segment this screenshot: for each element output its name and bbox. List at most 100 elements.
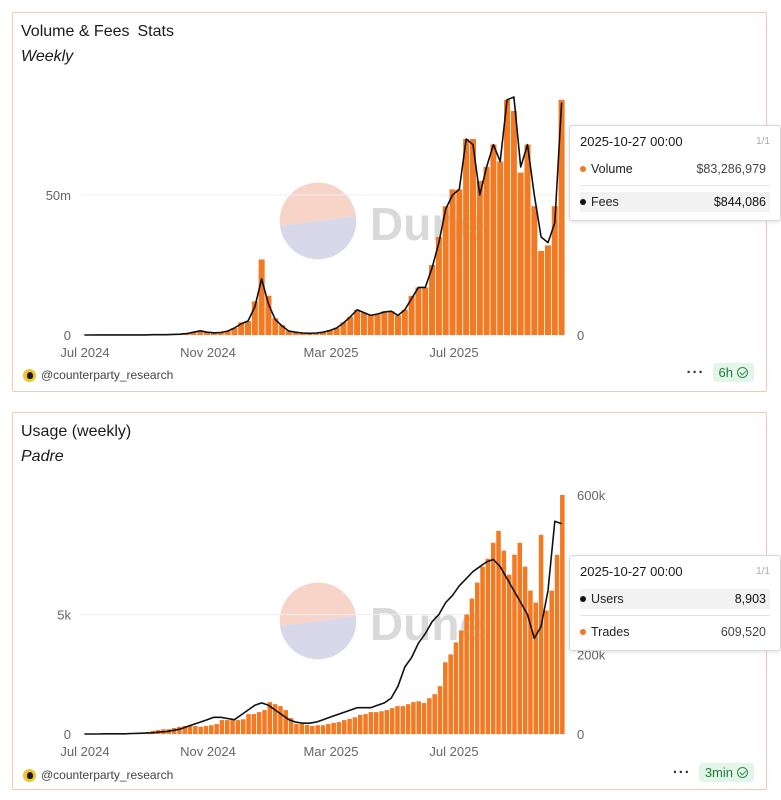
bar[interactable] (464, 614, 469, 735)
bar[interactable] (319, 332, 327, 335)
bar[interactable] (245, 321, 252, 335)
bar[interactable] (251, 301, 258, 335)
bar[interactable] (531, 206, 538, 335)
bar[interactable] (209, 725, 214, 734)
bar[interactable] (333, 327, 340, 335)
bar[interactable] (443, 662, 448, 734)
bar[interactable] (538, 251, 545, 335)
bar[interactable] (342, 720, 347, 734)
bar[interactable] (367, 315, 374, 335)
bar[interactable] (551, 206, 558, 335)
bar[interactable] (501, 550, 507, 734)
author-credit[interactable]: @counterparty_research (23, 768, 173, 782)
bar[interactable] (368, 712, 374, 734)
bar[interactable] (313, 333, 320, 335)
bar[interactable] (496, 530, 501, 734)
bar[interactable] (483, 167, 490, 335)
bar[interactable] (187, 725, 193, 734)
author-handle[interactable]: @counterparty_research (41, 368, 174, 382)
bar[interactable] (476, 181, 483, 335)
bar[interactable] (480, 566, 485, 734)
bar[interactable] (272, 704, 278, 734)
bar[interactable] (198, 726, 203, 734)
bar[interactable] (352, 717, 358, 734)
bar[interactable] (448, 654, 453, 734)
bar[interactable] (347, 718, 352, 734)
bar[interactable] (510, 111, 517, 335)
bar[interactable] (528, 590, 533, 734)
bar[interactable] (395, 706, 400, 734)
bar[interactable] (469, 139, 476, 335)
bar[interactable] (363, 714, 368, 734)
bar[interactable] (554, 554, 560, 734)
bar[interactable] (400, 706, 406, 734)
bar[interactable] (203, 726, 209, 734)
bar[interactable] (429, 265, 436, 335)
bar[interactable] (524, 144, 531, 335)
bar[interactable] (512, 554, 517, 734)
bar[interactable] (306, 333, 313, 335)
bar[interactable] (408, 295, 415, 335)
bar[interactable] (238, 322, 245, 335)
bar[interactable] (490, 144, 497, 335)
bar[interactable] (549, 590, 554, 734)
bar[interactable] (294, 724, 299, 734)
bar[interactable] (388, 311, 395, 335)
bar[interactable] (251, 714, 257, 734)
bar[interactable] (279, 325, 286, 335)
bar[interactable] (415, 287, 422, 335)
bar[interactable] (230, 719, 235, 734)
bar[interactable] (504, 99, 511, 335)
bar[interactable] (326, 329, 333, 335)
bar[interactable] (256, 712, 262, 734)
bar[interactable] (190, 332, 197, 335)
bar[interactable] (416, 701, 421, 734)
bar[interactable] (453, 642, 459, 734)
bar[interactable] (347, 316, 354, 335)
bar[interactable] (379, 711, 384, 734)
bar[interactable] (292, 332, 299, 335)
more-options-icon[interactable]: ··· (672, 763, 691, 781)
bar[interactable] (340, 322, 347, 335)
bar[interactable] (326, 724, 331, 734)
bar[interactable] (320, 725, 326, 734)
bar[interactable] (225, 720, 230, 734)
bar[interactable] (449, 189, 456, 335)
bar[interactable] (401, 309, 408, 335)
bar[interactable] (288, 718, 294, 734)
bar[interactable] (278, 706, 283, 734)
bar[interactable] (224, 331, 231, 335)
bar[interactable] (517, 542, 523, 734)
bar[interactable] (459, 630, 464, 734)
bar[interactable] (304, 724, 310, 734)
bar[interactable] (456, 189, 463, 335)
bar[interactable] (246, 714, 251, 734)
bar[interactable] (231, 328, 238, 335)
bar[interactable] (384, 710, 390, 734)
bar[interactable] (357, 714, 363, 734)
bar[interactable] (204, 332, 211, 335)
bar[interactable] (533, 602, 539, 734)
bar[interactable] (258, 259, 265, 335)
refresh-badge[interactable]: 3min (698, 763, 754, 782)
bar[interactable] (219, 720, 225, 734)
bar[interactable] (389, 708, 395, 734)
author-handle[interactable]: @counterparty_research (41, 768, 174, 782)
bar[interactable] (285, 330, 292, 335)
bar[interactable] (474, 582, 480, 734)
bar[interactable] (463, 139, 470, 335)
bar[interactable] (240, 719, 246, 734)
bar[interactable] (177, 726, 182, 734)
bar[interactable] (435, 237, 442, 335)
bar[interactable] (235, 720, 241, 734)
bar[interactable] (262, 710, 267, 734)
bar[interactable] (538, 534, 544, 734)
bar[interactable] (374, 314, 381, 335)
bar[interactable] (315, 725, 320, 734)
bar[interactable] (299, 333, 306, 335)
bar[interactable] (405, 704, 411, 734)
bar[interactable] (422, 287, 429, 335)
bar[interactable] (437, 686, 443, 734)
bar[interactable] (272, 318, 279, 335)
bar[interactable] (469, 598, 475, 734)
